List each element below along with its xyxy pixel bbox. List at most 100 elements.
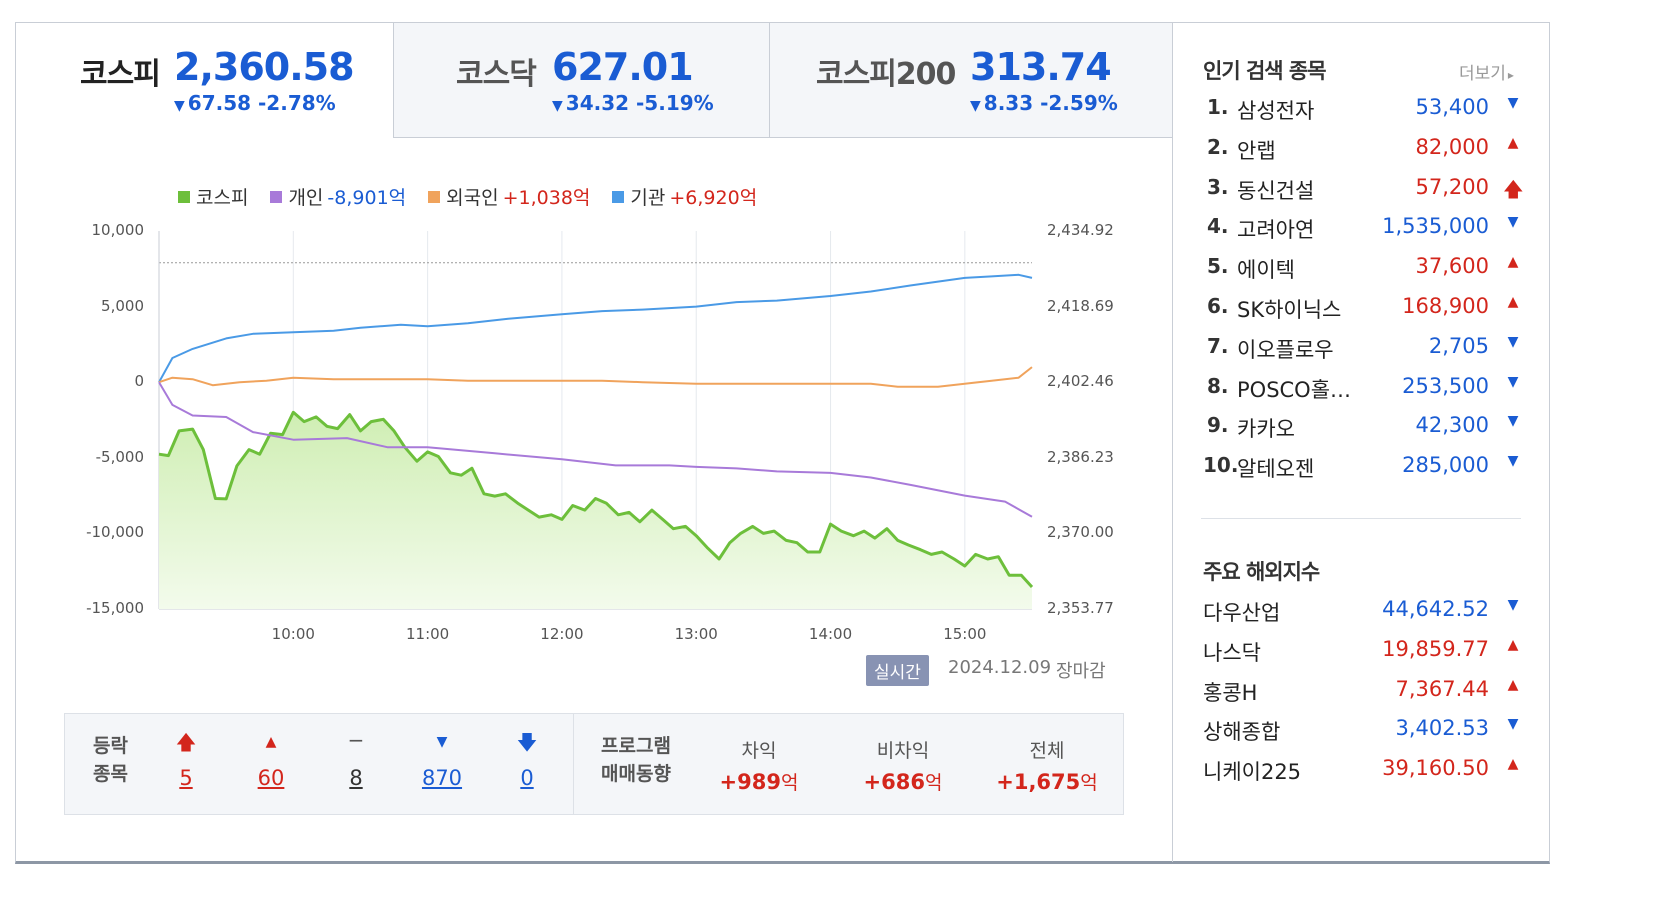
- legend-label: 코스피: [196, 187, 249, 209]
- index-value: 7,367.44: [1395, 676, 1489, 701]
- advance-decline-label: 등락 종목: [93, 732, 128, 788]
- stock-price: 42,300: [1415, 413, 1489, 438]
- stock-name: 카카오: [1237, 417, 1295, 442]
- trend-arrow-icon: ▼: [1507, 413, 1519, 430]
- x-tick-label: 11:00: [405, 625, 450, 643]
- stock-name: 알테오젠: [1237, 457, 1315, 482]
- popular-item[interactable]: 1. 삼성전자 53,400 ▼: [1203, 95, 1523, 133]
- legend-item-institution: 기관 +6,920억: [612, 183, 757, 210]
- legend-value: +6,920억: [669, 187, 758, 209]
- tab-change: ▼ 67.58 -2.78%: [174, 91, 336, 115]
- y-left-tick-label: 5,000: [101, 296, 144, 315]
- tab-kosdaq[interactable]: 코스닥 627.01 ▼ 34.32 -5.19%: [393, 23, 769, 138]
- popular-item[interactable]: 7. 이오플로우 2,705 ▼: [1203, 334, 1523, 372]
- overseas-index-item[interactable]: 상해종합 3,402.53 ▼: [1203, 716, 1523, 754]
- trend-arrow-icon: ▼: [1507, 597, 1519, 613]
- popular-search-title: 인기 검색 종목: [1203, 59, 1327, 83]
- popular-item[interactable]: 10. 알테오젠 285,000 ▼: [1203, 453, 1523, 491]
- rank: 9.: [1207, 413, 1229, 438]
- x-tick-label: 10:00: [271, 625, 315, 643]
- popular-item[interactable]: 5. 에이텍 37,600 ▲: [1203, 254, 1523, 292]
- tab-kospi[interactable]: 코스피 2,360.58 ▼ 67.58 -2.78%: [16, 23, 393, 138]
- legend-item-foreign: 외국인 +1,038억: [428, 183, 590, 210]
- x-tick-label: 13:00: [674, 625, 718, 643]
- index-name: 상해종합: [1203, 720, 1281, 745]
- arbitrage-header: 차익: [741, 740, 777, 762]
- series-line-individual: [158, 381, 1033, 518]
- market-chart: [158, 231, 1034, 610]
- stock-price: 285,000: [1402, 453, 1489, 478]
- popular-item[interactable]: 3. 동신건설 57,200 🡅: [1203, 174, 1524, 213]
- up-icon: ▲: [265, 734, 277, 750]
- rank: 5.: [1207, 254, 1229, 279]
- overseas-index-item[interactable]: 나스닥 19,859.77 ▲: [1203, 637, 1523, 675]
- legend-label: 외국인: [446, 187, 499, 209]
- non-arbitrage-header: 비차익: [876, 740, 930, 762]
- down-arrow-icon: ▼: [970, 98, 981, 114]
- y-right-tick-label: 2,386.23: [1047, 447, 1114, 466]
- more-link[interactable]: 더보기 ▸: [1459, 59, 1514, 84]
- divider: [1201, 518, 1521, 519]
- trend-arrow-icon: ▼: [1507, 716, 1519, 733]
- stock-price: 168,900: [1402, 294, 1489, 318]
- overseas-index-item[interactable]: 니케이225 39,160.50 ▲: [1203, 756, 1523, 794]
- x-tick-label: 12:00: [540, 625, 584, 643]
- overseas-index-title: 주요 해외지수: [1203, 560, 1320, 584]
- overseas-index-item[interactable]: 홍콩H 7,367.44 ▲: [1203, 677, 1523, 715]
- advance-decline-panel: 등락 종목 🡅 5 ▲ 60 − 8 ▼ 870 🡇 0 프로그램 매매동향 차익 …: [64, 713, 1124, 815]
- popular-item[interactable]: 8. POSCO홀… 253,500 ▼: [1203, 374, 1523, 412]
- tab-value: 313.74: [970, 45, 1112, 89]
- popular-item[interactable]: 4. 고려아연 1,535,000 ▼: [1203, 214, 1523, 252]
- up-count[interactable]: 60: [257, 766, 285, 790]
- more-label: 더보기: [1459, 64, 1506, 84]
- upper-limit-count[interactable]: 5: [179, 766, 193, 790]
- stock-price: 2,705: [1428, 333, 1489, 358]
- value-number: +686: [863, 770, 925, 794]
- legend-value: +1,038억: [502, 187, 591, 209]
- rank: 4.: [1207, 214, 1229, 239]
- tab-change-text: 67.58 -2.78%: [187, 91, 336, 115]
- label-line1: 프로그램: [601, 735, 671, 757]
- y-right-tick-label: 2,353.77: [1047, 599, 1114, 617]
- y-left-tick-label: -5,000: [95, 447, 144, 466]
- rank: 7.: [1207, 333, 1229, 358]
- stock-price: 253,500: [1402, 373, 1489, 398]
- index-name: 니케이225: [1203, 760, 1302, 785]
- legend-swatch: [428, 190, 441, 203]
- rank: 3.: [1207, 174, 1229, 199]
- stock-name: 이오플로우: [1237, 337, 1334, 362]
- value-number: +1,675: [996, 770, 1081, 794]
- index-value: 19,859.77: [1382, 636, 1489, 661]
- lower-limit-count[interactable]: 0: [520, 766, 534, 790]
- program-trading-label: 프로그램 매매동향: [601, 732, 671, 788]
- legend-swatch: [270, 190, 283, 203]
- legend-swatch: [612, 190, 625, 203]
- rank: 1.: [1207, 95, 1229, 119]
- y-right-tick-label: 2,418.69: [1047, 296, 1114, 315]
- trend-arrow-icon: 🡅: [1503, 176, 1524, 201]
- tab-kospi200[interactable]: 코스피200 313.74 ▼ 8.33 -2.59%: [769, 23, 1172, 138]
- legend-item-kospi: 코스피: [178, 183, 248, 210]
- popular-item[interactable]: 2. 안랩 82,000 ▲: [1203, 135, 1523, 173]
- tab-change-text: 8.33 -2.59%: [983, 91, 1118, 115]
- realtime-date: 2024.12.09: [948, 657, 1052, 678]
- index-name: 다우산업: [1203, 601, 1281, 625]
- y-left-tick-label: 0: [134, 372, 144, 391]
- down-count[interactable]: 870: [421, 766, 463, 790]
- trend-arrow-icon: ▲: [1507, 254, 1519, 271]
- value-unit: 억: [924, 772, 943, 794]
- stock-price: 1,535,000: [1382, 214, 1489, 239]
- stock-name: 고려아연: [1237, 218, 1315, 243]
- stock-name: 동신건설: [1237, 178, 1315, 203]
- tab-name: 코스피: [80, 57, 161, 92]
- flat-count[interactable]: 8: [349, 766, 363, 790]
- chart-legend: 코스피 개인 -8,901억 외국인 +1,038억 기관 +6,920억: [178, 183, 779, 210]
- stock-name: POSCO홀…: [1237, 377, 1352, 402]
- popular-item[interactable]: 6. SK하이닉스 168,900 ▲: [1203, 294, 1523, 332]
- down-arrow-icon: ▼: [174, 98, 185, 114]
- tab-value: 627.01: [552, 45, 694, 89]
- popular-item[interactable]: 9. 카카오 42,300 ▼: [1203, 413, 1523, 451]
- overseas-index-item[interactable]: 다우산업 44,642.52 ▼: [1203, 597, 1523, 635]
- non-arbitrage-value: +686억: [833, 768, 973, 795]
- trend-arrow-icon: ▼: [1507, 373, 1519, 390]
